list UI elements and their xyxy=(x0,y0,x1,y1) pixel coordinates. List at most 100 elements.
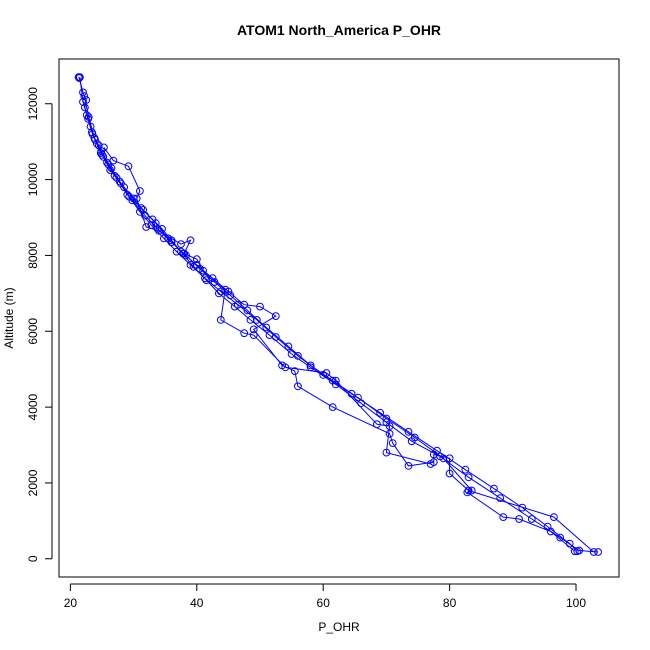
data-point xyxy=(404,427,413,436)
data-point xyxy=(464,486,473,495)
series-2 xyxy=(76,73,582,556)
x-tick-label: 40 xyxy=(190,596,204,610)
data-point xyxy=(124,162,133,171)
data-point xyxy=(142,223,151,231)
data-point xyxy=(445,469,454,478)
data-point xyxy=(208,274,217,283)
data-point xyxy=(328,403,337,412)
data-point xyxy=(518,503,527,512)
data-point xyxy=(464,473,473,482)
data-point xyxy=(271,333,280,341)
data-point xyxy=(123,190,132,199)
data-point xyxy=(515,515,523,523)
data-point xyxy=(490,484,498,493)
y-tick-label: 8000 xyxy=(26,242,40,269)
series-line xyxy=(79,77,578,552)
x-tick-label: 100 xyxy=(566,596,586,610)
data-point xyxy=(527,515,536,523)
y-axis-label: Altitude (m) xyxy=(2,287,16,348)
data-point xyxy=(382,448,391,457)
data-point xyxy=(112,173,121,182)
data-point xyxy=(107,164,116,173)
data-point xyxy=(100,143,108,152)
data-point xyxy=(373,420,381,429)
data-point xyxy=(249,325,258,334)
data-point xyxy=(240,300,249,309)
series-line xyxy=(92,133,595,553)
data-point xyxy=(410,433,419,442)
series-line xyxy=(83,96,576,552)
series-line xyxy=(78,76,599,553)
data-point xyxy=(155,226,163,235)
data-point xyxy=(79,88,87,97)
data-point xyxy=(136,187,144,195)
data-point xyxy=(550,513,558,521)
y-tick-label: 4000 xyxy=(26,393,40,420)
x-axis: 20 40 60 80 100 xyxy=(64,583,586,610)
data-point xyxy=(117,179,125,188)
data-point xyxy=(240,329,249,338)
data-point xyxy=(192,255,201,264)
data-point xyxy=(93,139,101,148)
data-point xyxy=(221,285,230,294)
data-point xyxy=(177,240,185,249)
y-tick-label: 12000 xyxy=(26,87,40,121)
data-point xyxy=(445,454,454,463)
data-point xyxy=(546,527,555,536)
data-point xyxy=(382,414,391,423)
series-3 xyxy=(80,92,579,556)
data-point xyxy=(79,98,87,106)
data-point xyxy=(180,249,189,258)
data-point xyxy=(570,547,579,556)
y-tick-label: 2000 xyxy=(26,469,40,496)
data-point xyxy=(354,393,362,402)
data-point xyxy=(84,113,93,121)
data-point xyxy=(151,219,160,228)
data-point xyxy=(589,548,598,556)
data-point xyxy=(132,194,141,203)
data-point xyxy=(243,306,252,315)
data-point xyxy=(82,111,91,119)
series-layer xyxy=(74,73,602,556)
data-point xyxy=(216,287,225,296)
data-point xyxy=(88,130,97,139)
data-point xyxy=(426,460,435,468)
data-point xyxy=(210,278,219,286)
data-point xyxy=(306,361,315,370)
data-point xyxy=(186,261,195,269)
data-point xyxy=(201,274,209,283)
series-1 xyxy=(74,73,602,556)
data-point xyxy=(80,92,89,101)
y-axis: 0 2000 4000 6000 8000 10000 12000 xyxy=(26,87,53,562)
data-point xyxy=(376,408,385,417)
data-point xyxy=(81,103,89,112)
data-point xyxy=(294,382,302,391)
data-point xyxy=(573,547,582,556)
data-point xyxy=(216,316,225,324)
data-point xyxy=(556,533,565,542)
data-point xyxy=(75,74,84,82)
data-point xyxy=(252,316,261,324)
plot-frame xyxy=(58,58,620,578)
data-point xyxy=(281,363,290,372)
data-point xyxy=(256,302,264,311)
data-point xyxy=(496,494,505,503)
data-point xyxy=(199,266,208,275)
y-tick-label: 0 xyxy=(26,555,40,562)
data-point xyxy=(290,367,299,376)
y-tick-label: 10000 xyxy=(26,163,40,197)
data-point xyxy=(331,376,340,385)
data-point xyxy=(499,513,508,521)
data-point xyxy=(271,312,280,321)
data-point xyxy=(262,323,271,332)
x-tick-label: 60 xyxy=(317,596,331,610)
data-point xyxy=(429,450,438,459)
y-tick-label: 6000 xyxy=(26,318,40,345)
data-point xyxy=(249,331,258,340)
data-point xyxy=(76,73,84,82)
data-point xyxy=(404,462,413,470)
data-point xyxy=(385,429,394,438)
data-point xyxy=(246,316,255,324)
data-point xyxy=(388,439,397,448)
